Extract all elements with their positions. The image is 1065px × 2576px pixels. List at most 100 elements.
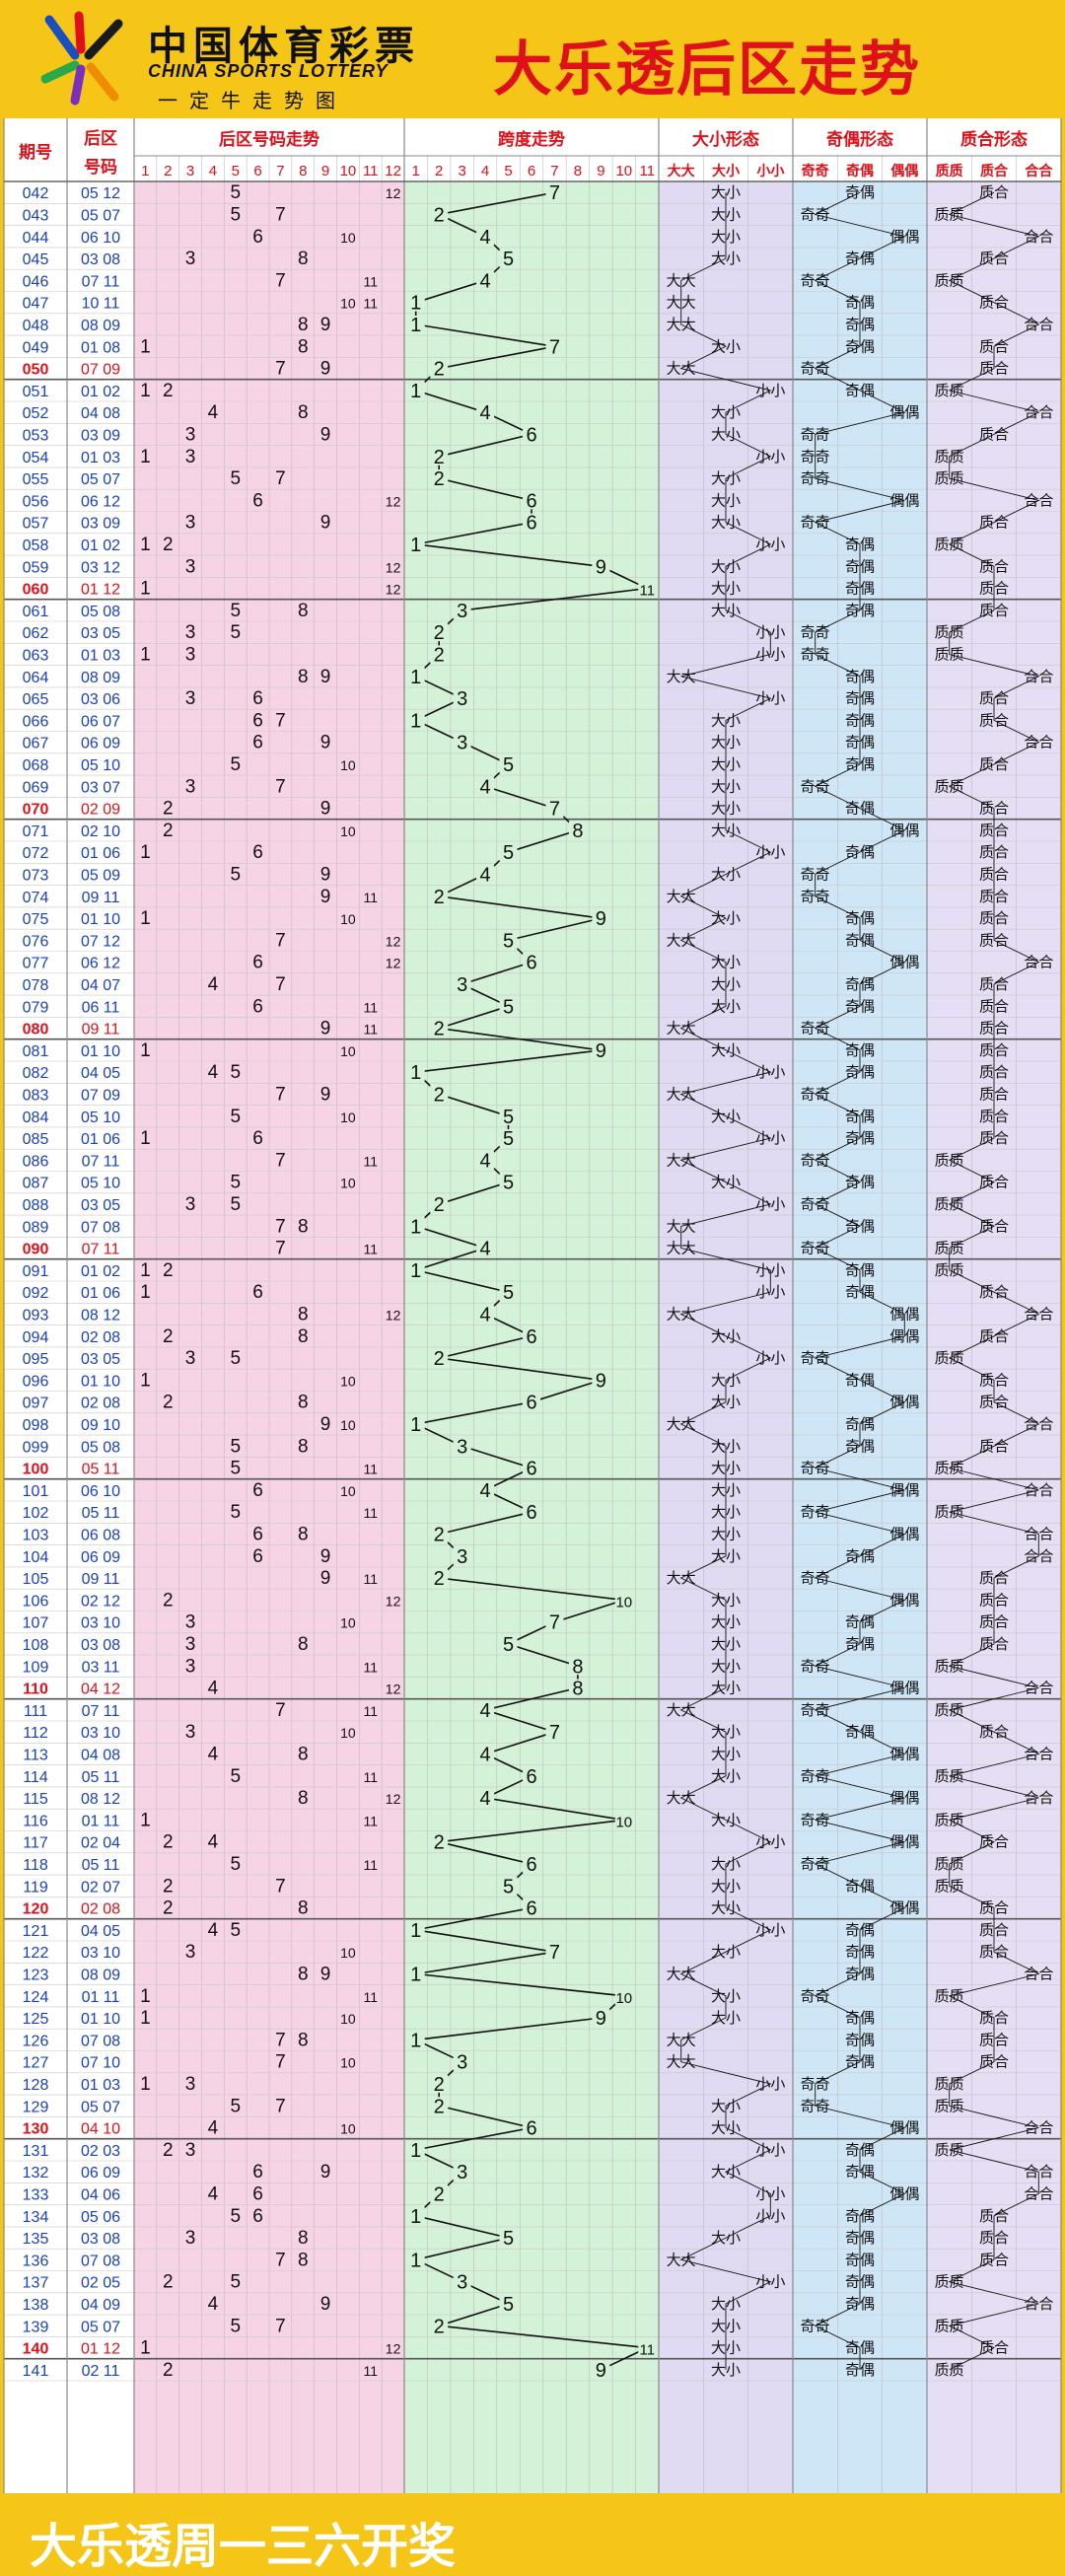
- code-cell: 01 03: [81, 450, 120, 466]
- code-cell: 09 11: [82, 1022, 120, 1038]
- span-mark-bg: [523, 2118, 540, 2137]
- code-cell: 01 03: [81, 647, 120, 664]
- prime-mark: 质合: [979, 1021, 1009, 1038]
- trend-mark: 7: [275, 2316, 286, 2336]
- trend-mark: 7: [275, 359, 286, 380]
- span-mark-bg: [499, 754, 518, 773]
- span-mark: 2: [434, 447, 445, 468]
- trend-mark: 1: [140, 2338, 151, 2359]
- issue-cell: 084: [23, 1109, 49, 1126]
- trend-mark: 1: [140, 535, 151, 555]
- issue-cell: 080: [23, 1022, 49, 1038]
- span-mark-bg: [430, 1349, 449, 1368]
- size-mark: 大小: [711, 206, 741, 223]
- span-mark-bg: [592, 2009, 610, 2028]
- span-mark-bg: [592, 909, 610, 928]
- span-mark: 4: [480, 227, 491, 249]
- trend-mark: 5: [230, 1766, 241, 1787]
- parity-mark: 奇偶: [845, 250, 875, 267]
- trend-mark: 6: [252, 1282, 263, 1303]
- parity-mark: 偶偶: [889, 1526, 919, 1542]
- trend-mark: 8: [298, 1788, 309, 1809]
- prime-mark: 质质: [935, 272, 964, 289]
- size-mark: 大小: [711, 1768, 741, 1785]
- trend-mark: 1: [140, 908, 151, 929]
- trend-mark: 6: [252, 733, 263, 753]
- trend-mark: 7: [275, 1216, 286, 1237]
- size-mark: 小小: [755, 1834, 785, 1851]
- span-mark-bg: [523, 425, 540, 444]
- trend-mark: 7: [275, 2250, 286, 2270]
- span-mark: 4: [480, 1744, 491, 1765]
- size-mark: 大小: [711, 470, 741, 487]
- prime-mark: 质合: [979, 823, 1009, 839]
- trend-mark: 6: [252, 490, 263, 511]
- trend-mark: 5: [230, 1173, 241, 1193]
- trend-mark: 6: [252, 842, 263, 863]
- span-mark-bg: [499, 1877, 518, 1896]
- prime-mark: 质合: [979, 2340, 1009, 2357]
- span-mark: 3: [457, 974, 467, 996]
- issue-cell: 042: [23, 185, 49, 202]
- span-mark: 1: [410, 293, 421, 315]
- trend-mark: 1: [140, 2074, 151, 2095]
- code-cell: 03 12: [81, 559, 120, 576]
- prime-mark: 质质: [935, 1812, 964, 1828]
- prime-mark: 质合: [979, 426, 1009, 443]
- size-mark: 大小: [711, 2120, 741, 2137]
- trend-number-label: 1: [141, 163, 149, 179]
- span-mark: 7: [549, 336, 560, 358]
- trend-mark: 8: [298, 315, 309, 335]
- trend-mark: 6: [252, 953, 263, 973]
- span-mark: 6: [526, 1502, 536, 1524]
- issue-cell: 046: [23, 273, 49, 290]
- trend-mark: 2: [163, 1876, 174, 1896]
- size-mark: 大小: [711, 1548, 741, 1565]
- code-cell: 03 07: [81, 779, 120, 796]
- issue-cell: 094: [23, 1329, 49, 1346]
- size-mark: 小小: [755, 1130, 785, 1147]
- prime-mark: 质质: [935, 1152, 964, 1169]
- trend-mark: 4: [208, 1679, 219, 1699]
- prime-mark: 质质: [935, 470, 964, 487]
- span-mark-bg: [523, 491, 540, 510]
- span-mark-bg: [430, 887, 449, 905]
- code-cell: 01 02: [81, 1263, 120, 1280]
- issue-cell: 109: [23, 1659, 49, 1676]
- trend-mark: 12: [386, 559, 401, 575]
- prime-mark: 质合: [979, 1086, 1009, 1103]
- trend-mark: 1: [140, 1128, 151, 1149]
- span-mark-bg: [592, 1040, 610, 1059]
- parity-mark: 奇偶: [845, 581, 875, 598]
- trend-mark: 3: [185, 2140, 196, 2161]
- code-cell: 08 09: [81, 670, 120, 686]
- prime-mark: 质合: [979, 998, 1009, 1015]
- prime-mark: 质合: [979, 712, 1009, 729]
- code-cell: 06 12: [81, 493, 120, 510]
- trend-mark: 9: [320, 667, 331, 687]
- trend-mark: 10: [340, 1176, 356, 1191]
- span-mark: 4: [480, 776, 491, 798]
- trend-mark: 8: [298, 1898, 309, 1919]
- span-mark: 4: [480, 1788, 491, 1810]
- prime-mark: 质合: [979, 184, 1009, 201]
- trend-mark: 5: [230, 2096, 241, 2116]
- prime-mark: 质合: [979, 976, 1009, 993]
- footer: 大乐透周一三六开奖: [0, 2493, 1065, 2574]
- span-mark-bg: [453, 2163, 471, 2182]
- size-mark: 大小: [711, 1658, 741, 1675]
- trend-mark: 2: [163, 535, 174, 555]
- span-mark: 10: [615, 1594, 632, 1610]
- trend-mark: 1: [140, 1040, 151, 1061]
- code-cell: 03 08: [81, 1637, 120, 1654]
- span-mark-bg: [499, 1129, 518, 1148]
- prime-mark: 质合: [979, 1900, 1009, 1917]
- code-cell: 01 12: [81, 582, 120, 599]
- trend-mark: 3: [185, 1942, 196, 1963]
- prime-mark: 质合: [979, 515, 1009, 532]
- prime-mark: 合合: [1024, 735, 1053, 751]
- span-mark-bg: [453, 1546, 471, 1565]
- issue-cell: 125: [23, 2011, 49, 2028]
- issue-cell: 050: [23, 362, 49, 379]
- span-mark-bg: [592, 2360, 610, 2379]
